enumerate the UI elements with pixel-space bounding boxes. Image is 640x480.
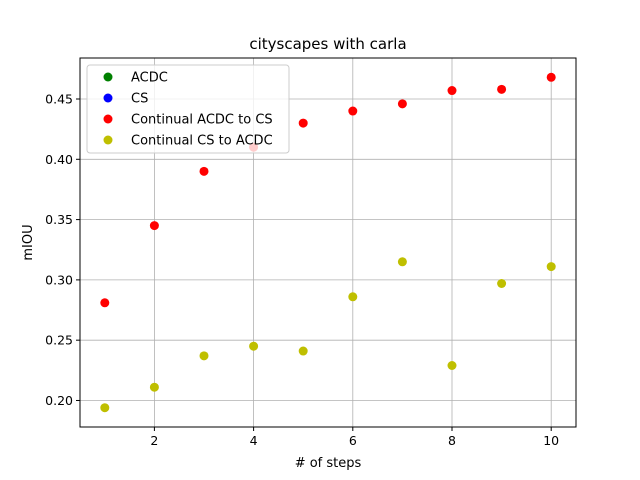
data-point-series-3 [497, 279, 507, 288]
y-axis: 0.20 0.25 0.30 0.35 0.40 0.45 [45, 92, 80, 408]
legend-entry-label: CS [131, 92, 148, 107]
y-tick-label: 0.30 [45, 272, 73, 287]
y-tick-label: 0.40 [45, 152, 73, 167]
x-tick-label: 4 [250, 433, 258, 448]
data-point-series-3 [100, 403, 110, 413]
legend-marker [103, 114, 113, 124]
x-tick-label: 8 [448, 433, 456, 448]
legend-marker [103, 135, 113, 145]
data-point-series-3 [149, 382, 159, 392]
y-tick-label: 0.45 [45, 92, 73, 107]
x-tick-label: 6 [349, 433, 357, 448]
y-tick-label: 0.20 [45, 393, 73, 408]
plot-frame [79, 57, 577, 428]
data-point-series-3 [447, 361, 457, 370]
data-point-series-2 [447, 86, 457, 96]
data-point-series-3 [249, 341, 259, 351]
data-point-series-2 [100, 298, 110, 308]
data-point-series-3 [199, 351, 209, 361]
legend-marker [103, 93, 113, 103]
data-point-series-3 [397, 257, 407, 267]
x-axis: 2 4 6 8 10 [150, 427, 559, 448]
legend-entry-label: Continual ACDC to CS [131, 113, 273, 128]
legend-entry-label: Continual CS to ACDC [131, 134, 273, 149]
legend: ACDC CS Continual ACDC to CS Continual CS t… [86, 64, 290, 154]
chart-title: cityscapes with carla [249, 35, 406, 53]
data-point-series-2 [546, 72, 556, 82]
data-point-series-3 [298, 346, 308, 356]
y-axis-label: mIOU [21, 224, 36, 260]
x-tick-label: 2 [150, 433, 158, 448]
data-point-series-2 [348, 106, 358, 116]
y-tick-label: 0.35 [45, 212, 73, 227]
x-tick-label: 10 [543, 433, 559, 448]
x-axis-label: # of steps [295, 456, 362, 471]
y-tick-label: 0.25 [45, 333, 73, 348]
legend-entry-label: ACDC [131, 71, 168, 86]
data-point-series-2 [397, 99, 407, 109]
data-point-series-2 [149, 221, 159, 231]
legend-marker [103, 72, 113, 82]
grid [80, 58, 576, 427]
data-point-series-2 [199, 166, 209, 176]
data-point-series-3 [348, 292, 358, 302]
data-point-series-3 [546, 262, 556, 272]
data-point-series-2 [298, 118, 308, 128]
data-point-series-2 [497, 84, 507, 94]
legend-box [86, 64, 290, 154]
